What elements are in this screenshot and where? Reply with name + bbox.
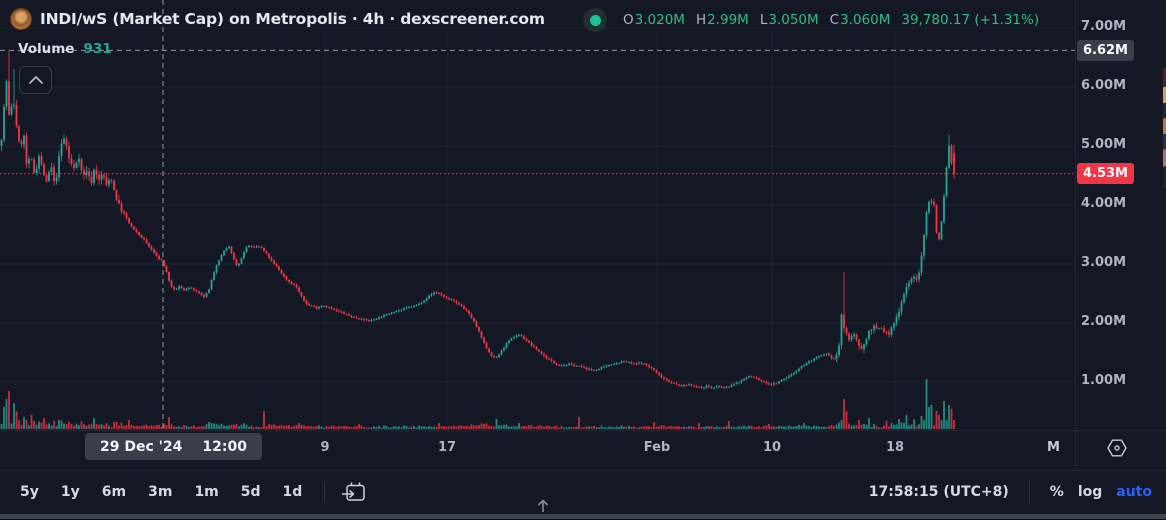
crosshair-date: 29 Dec '24	[100, 438, 183, 455]
volume-value: 931	[83, 41, 112, 57]
live-dot	[589, 14, 601, 26]
price-tick-7.00M: 7.00M	[1081, 19, 1127, 34]
go-to-date-button[interactable]	[341, 481, 367, 503]
right-edge-artifact	[1163, 68, 1166, 188]
open-label: O	[623, 12, 634, 28]
toolbar-divider	[324, 481, 326, 503]
price-tick-3.00M: 3.00M	[1081, 255, 1127, 270]
settings-hexagon-icon	[1107, 439, 1127, 457]
price-tick-5.00M: 5.00M	[1081, 137, 1127, 152]
time-tick-10: 10	[762, 440, 782, 455]
crosshair-price-badge: 6.62M	[1077, 39, 1134, 61]
change-value: 39,780.17 (+1.31%)	[901, 12, 1040, 28]
range-toolbar: 5y 1y 6m 3m 1m 5d 1d	[14, 470, 367, 514]
price-tick-1.00M: 1.00M	[1081, 373, 1127, 388]
time-tick-17: 17	[437, 440, 457, 455]
percent-scale-button[interactable]: %	[1049, 484, 1064, 500]
price-tick-4.00M: 4.00M	[1081, 196, 1127, 211]
range-button-1y[interactable]: 1y	[60, 484, 80, 500]
open-value: 3.020M	[634, 12, 685, 28]
legend-collapse-button[interactable]	[19, 66, 52, 94]
time-axis[interactable]: 9 17 Feb 10 18	[0, 430, 1075, 466]
price-tick-2.00M: 2.00M	[1081, 314, 1127, 329]
range-button-6m[interactable]: 6m	[101, 484, 127, 500]
crosshair-time-badge: 29 Dec '24 12:00	[85, 433, 262, 460]
chevron-up-icon	[28, 76, 43, 84]
log-scale-button[interactable]: log	[1077, 484, 1103, 500]
time-tick-9: 9	[320, 440, 330, 455]
token-logo	[10, 8, 32, 30]
range-button-1d[interactable]: 1d	[282, 484, 303, 500]
range-button-3m[interactable]: 3m	[148, 484, 173, 500]
ohlc-readout: O 3.020M H 2.99M L 3.050M C 3.060M 39,780.17…	[623, 12, 1039, 28]
range-button-1m[interactable]: 1m	[194, 484, 219, 500]
time-tick-Feb: Feb	[643, 440, 671, 455]
axis-settings-button[interactable]	[1106, 437, 1128, 463]
auto-scale-button[interactable]: auto	[1116, 484, 1152, 500]
horizontal-resize-bar[interactable]	[0, 514, 1166, 519]
toolbar-border	[0, 470, 1166, 471]
close-value: 3.060M	[840, 12, 891, 28]
toolbar-divider	[1028, 481, 1030, 503]
price-axis-border	[1075, 0, 1076, 466]
time-tick-18: 18	[885, 440, 905, 455]
volume-label: Volume	[18, 41, 75, 57]
range-button-5y[interactable]: 5y	[20, 484, 39, 500]
range-button-5d[interactable]: 5d	[240, 484, 261, 500]
panel-expand-arrow[interactable]	[536, 498, 550, 517]
seasonal-toggle[interactable]: M	[1047, 440, 1060, 455]
low-value: 3.050M	[768, 12, 819, 28]
crosshair-time: 12:00	[202, 438, 247, 455]
high-label: H	[695, 12, 707, 28]
scale-toolbar: 17:58:15 (UTC+8) % log auto	[869, 470, 1152, 514]
close-label: C	[829, 12, 840, 28]
go-to-date-calendar-icon	[342, 482, 366, 501]
indicator-legend: Volume 931	[18, 41, 112, 57]
resize-up-arrow-icon	[537, 499, 549, 512]
high-value: 2.99M	[707, 12, 749, 28]
low-label: L	[759, 12, 768, 28]
chart-title: INDI/wS (Market Cap) on Metropolis · 4h …	[40, 10, 545, 28]
price-axis[interactable]: 7.00M 6.00M 5.00M 4.00M 3.00M 2.00M 1.00M	[1075, 0, 1166, 430]
last-price-badge: 4.53M	[1077, 163, 1134, 185]
time-axis-border	[0, 430, 1166, 431]
price-tick-6.00M: 6.00M	[1081, 78, 1127, 93]
live-status-indicator	[583, 8, 607, 32]
clock[interactable]: 17:58:15 (UTC+8)	[868, 484, 1009, 500]
